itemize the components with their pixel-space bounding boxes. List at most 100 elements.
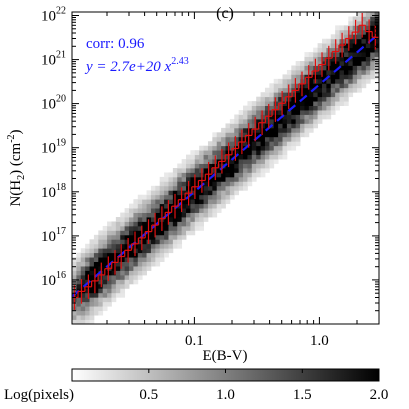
density-cell [172, 225, 178, 231]
y-tick-label: 1017 [41, 226, 66, 245]
density-cell [374, 52, 379, 57]
density-cell [199, 208, 204, 213]
density-cell [168, 225, 174, 231]
density-cell [159, 257, 165, 262]
density-cell [308, 101, 314, 106]
density-cell [321, 74, 327, 80]
density-cell [243, 185, 248, 191]
density-cell [137, 221, 143, 227]
density-cell [370, 56, 376, 62]
density-cell [155, 217, 161, 222]
density-cell [107, 270, 112, 276]
density-cell [357, 43, 362, 49]
density-cell [317, 110, 323, 115]
density-cell [72, 274, 77, 280]
density-cell [251, 172, 257, 178]
density-cell [260, 172, 266, 178]
density-cell [282, 132, 288, 138]
density-cell [168, 199, 174, 205]
density-cell [282, 141, 288, 147]
density-cell [216, 208, 222, 213]
density-cell [365, 65, 371, 71]
density-cell [335, 83, 340, 89]
density-cell [308, 123, 314, 129]
density-cell [181, 172, 187, 178]
density-cell [291, 145, 297, 151]
density-cell [291, 83, 297, 89]
density-cell [155, 190, 161, 196]
density-cell [93, 257, 99, 262]
density-cell [80, 252, 86, 258]
density-cell [335, 101, 340, 106]
density-cell [317, 96, 323, 102]
density-cell [93, 248, 99, 254]
density-cell [102, 261, 108, 267]
density-cell [207, 203, 213, 209]
density-cell [177, 230, 183, 236]
density-cell [115, 239, 121, 245]
density-cell [247, 181, 253, 187]
density-cell [159, 199, 165, 205]
density-cell [269, 118, 275, 124]
density-cell [260, 114, 266, 120]
density-cell [129, 279, 134, 285]
density-cell [181, 199, 187, 205]
density-cell [313, 123, 318, 129]
density-cell [168, 239, 174, 245]
density-cell [203, 203, 209, 209]
density-cell [330, 52, 336, 57]
density-cell [247, 101, 253, 106]
density-cell [370, 38, 376, 44]
density-cell [264, 136, 270, 142]
density-cell [273, 105, 279, 111]
density-cell [357, 78, 362, 84]
density-cell [374, 43, 379, 49]
density-cell [89, 261, 95, 267]
density-cell [221, 168, 226, 173]
density-cell [269, 83, 275, 89]
density-cell [102, 283, 108, 289]
density-cell [212, 136, 218, 142]
density-cell [282, 78, 288, 84]
density-cell [374, 56, 379, 62]
density-cell [260, 168, 266, 173]
density-cell [146, 194, 152, 200]
density-cell [247, 172, 253, 178]
density-cell [177, 243, 183, 249]
density-cell [150, 194, 156, 200]
density-cell [72, 315, 77, 320]
density-cell [260, 163, 266, 169]
density-cell [120, 225, 126, 231]
density-cell [194, 150, 200, 156]
density-cell [273, 127, 279, 133]
density-cell [348, 83, 354, 89]
density-cell [361, 83, 367, 89]
density-cell [361, 69, 367, 75]
density-cell [177, 217, 183, 222]
colorbar-label: Log(pixels) [4, 387, 74, 403]
density-cell [247, 118, 253, 124]
density-cell [269, 114, 275, 120]
density-cell [365, 74, 371, 80]
density-cell [326, 105, 332, 111]
density-cell [89, 257, 95, 262]
density-cell [194, 172, 200, 178]
density-cell [234, 154, 240, 160]
density-cell [278, 145, 283, 151]
density-cell [251, 176, 257, 182]
density-cell [256, 159, 261, 164]
density-cell [330, 92, 336, 98]
density-cell [221, 190, 226, 196]
density-cell [229, 118, 235, 124]
density-cell [199, 217, 204, 222]
density-cell [238, 114, 244, 120]
density-cell [111, 257, 117, 262]
density-cell [278, 105, 283, 111]
density-cell [238, 145, 244, 151]
density-cell [243, 123, 248, 129]
density-cell [111, 266, 117, 271]
density-cell [264, 168, 270, 173]
density-cell [142, 261, 147, 267]
density-cell [133, 261, 139, 267]
density-cell [361, 47, 367, 53]
